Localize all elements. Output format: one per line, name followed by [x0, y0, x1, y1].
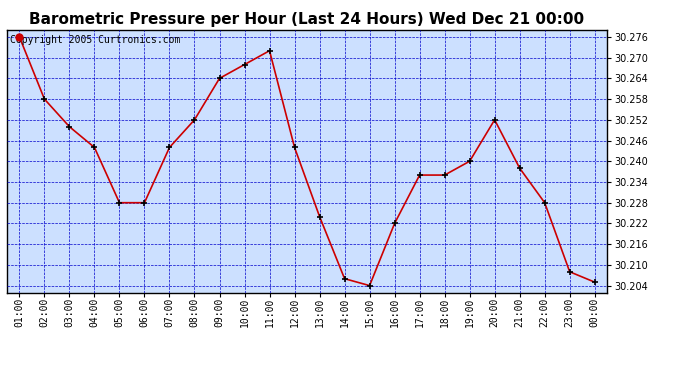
Title: Barometric Pressure per Hour (Last 24 Hours) Wed Dec 21 00:00: Barometric Pressure per Hour (Last 24 Ho… — [30, 12, 584, 27]
Text: Copyright 2005 Curtronics.com: Copyright 2005 Curtronics.com — [10, 35, 180, 45]
